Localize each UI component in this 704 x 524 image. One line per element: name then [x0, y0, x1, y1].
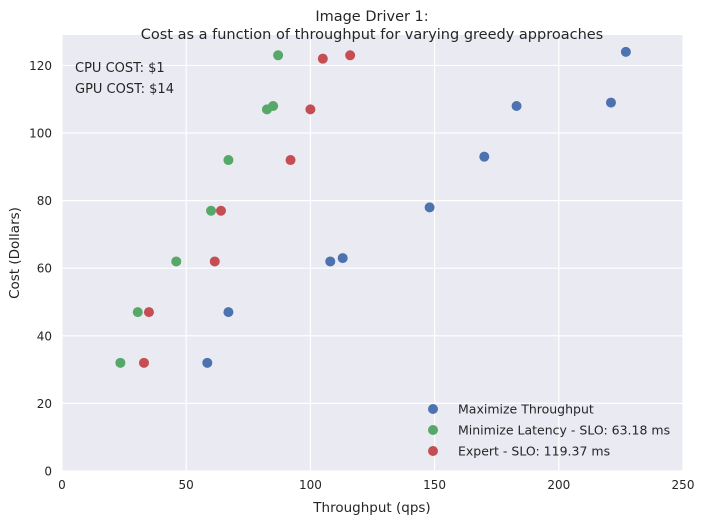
data-point-series-2: [215, 205, 226, 216]
data-point-series-1: [171, 256, 182, 267]
data-point-series-0: [605, 97, 616, 108]
x-tick-label: 100: [299, 478, 322, 492]
data-point-series-2: [285, 155, 296, 166]
data-point-series-1: [273, 50, 284, 61]
annotation-cpu-cost: CPU COST: $1: [75, 61, 165, 76]
data-point-series-2: [317, 53, 328, 64]
x-tick-label: 200: [547, 478, 570, 492]
legend-label-minimize-latency: Minimize Latency - SLO: 63.18 ms: [458, 423, 670, 438]
data-point-series-2: [143, 307, 154, 318]
data-point-series-2: [305, 104, 316, 115]
data-point-series-0: [325, 256, 336, 267]
y-tick-label: 120: [29, 59, 52, 73]
data-point-series-0: [337, 253, 348, 264]
y-tick-label: 60: [37, 262, 52, 276]
x-tick-label: 150: [423, 478, 446, 492]
data-point-series-0: [202, 357, 213, 368]
data-point-series-1: [115, 357, 126, 368]
x-tick-label: 50: [179, 478, 194, 492]
data-point-series-0: [223, 307, 234, 318]
data-point-series-0: [511, 100, 522, 111]
x-tick-label: 250: [672, 478, 695, 492]
x-tick-label: 0: [58, 478, 66, 492]
data-point-series-1: [132, 307, 143, 318]
legend-label-expert: Expert - SLO: 119.37 ms: [458, 444, 610, 459]
legend-marker-minimize-latency: [428, 425, 438, 435]
y-tick-label: 0: [44, 465, 52, 479]
y-axis-label: Cost (Dollars): [7, 207, 23, 299]
gridlines: [61, 35, 684, 472]
legend-marker-maximize-throughput: [428, 404, 438, 414]
data-point-series-0: [424, 202, 435, 213]
legend-marker-expert: [428, 446, 438, 456]
plot-area: [62, 35, 683, 471]
x-axis-label: Throughput (qps): [312, 500, 430, 516]
y-tick-label: 40: [37, 329, 52, 343]
data-point-series-0: [620, 46, 631, 57]
chart-title: Image Driver 1:: [315, 9, 428, 25]
x-axis-ticks: 0 50 100 150 200 250: [58, 478, 694, 492]
legend: Maximize Throughput Minimize Latency - S…: [428, 402, 670, 459]
legend-label-maximize-throughput: Maximize Throughput: [458, 402, 594, 417]
y-tick-label: 100: [29, 127, 52, 141]
data-point-series-1: [268, 100, 279, 111]
data-point-series-2: [209, 256, 220, 267]
chart-subtitle: Cost as a function of throughput for var…: [141, 27, 603, 43]
data-point-series-2: [138, 357, 149, 368]
data-point-series-0: [479, 151, 490, 162]
data-points: [115, 46, 631, 368]
data-point-series-1: [223, 155, 234, 166]
annotation-gpu-cost: GPU COST: $14: [75, 82, 174, 97]
y-tick-label: 80: [37, 194, 52, 208]
data-point-series-1: [206, 205, 217, 216]
y-axis-ticks: 0 20 40 60 80 100 120: [29, 59, 52, 479]
y-tick-label: 20: [37, 397, 52, 411]
data-point-series-2: [345, 50, 356, 61]
